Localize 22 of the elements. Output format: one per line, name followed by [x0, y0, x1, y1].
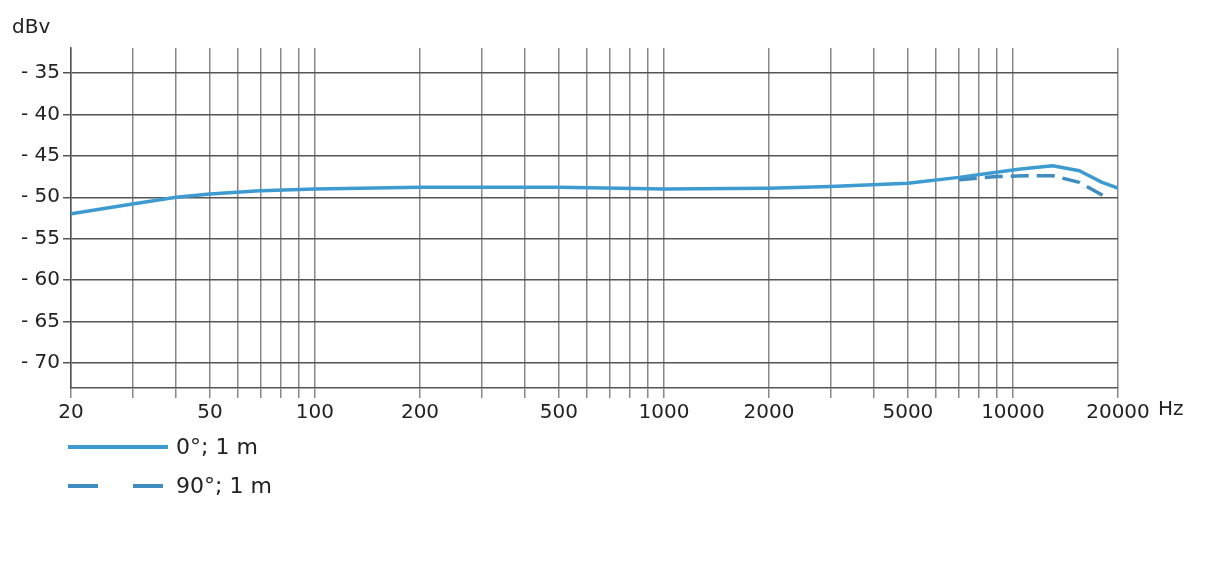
y-tick-label: - 45: [20, 142, 61, 167]
y-tick-label: - 65: [20, 307, 61, 332]
x-tick-label: 1000: [638, 399, 690, 424]
x-axis-title: Hz: [1158, 396, 1184, 421]
x-tick-label: 500: [539, 399, 578, 424]
x-tick-label: 200: [400, 399, 440, 424]
x-tick-label: 20000: [1086, 399, 1150, 424]
y-tick-label: - 50: [20, 183, 61, 208]
legend-label: 90°; 1 m: [176, 473, 272, 498]
x-tick-label: 20: [58, 399, 84, 424]
x-tick-label: 2000: [743, 399, 795, 424]
y-tick-label: - 55: [20, 224, 61, 249]
x-tick-label: 50: [197, 399, 223, 424]
y-tick-label: - 35: [20, 59, 61, 84]
legend-label: 0°; 1 m: [176, 434, 258, 459]
x-tick-label: 100: [295, 399, 335, 424]
y-tick-label: - 60: [20, 266, 61, 291]
x-tick-label: 10000: [981, 399, 1045, 424]
y-tick-label: - 40: [20, 100, 61, 125]
x-tick-label: 5000: [882, 399, 934, 424]
y-axis-title: dBv: [12, 14, 51, 39]
y-tick-label: - 70: [20, 349, 61, 374]
